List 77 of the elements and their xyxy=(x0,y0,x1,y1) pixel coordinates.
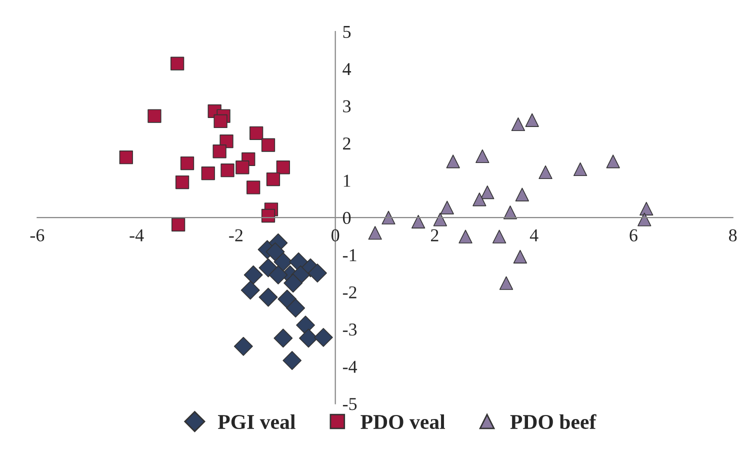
point xyxy=(276,160,290,174)
point xyxy=(236,160,250,174)
point xyxy=(638,212,652,226)
point xyxy=(368,226,382,240)
point xyxy=(492,230,506,244)
point xyxy=(314,328,333,347)
point xyxy=(480,185,494,200)
point xyxy=(573,162,588,176)
point xyxy=(258,288,278,307)
point xyxy=(170,56,184,70)
point xyxy=(266,172,280,186)
point xyxy=(640,202,654,216)
point xyxy=(274,328,293,348)
point xyxy=(278,290,297,309)
point xyxy=(234,336,253,356)
point xyxy=(440,200,454,214)
y-tick-label: 5 xyxy=(343,26,351,38)
y-tick-label: -2 xyxy=(342,286,356,298)
point xyxy=(246,180,260,194)
point xyxy=(266,242,285,262)
point xyxy=(175,175,190,190)
y-tick-label: 1 xyxy=(344,174,350,187)
point xyxy=(244,265,263,284)
point xyxy=(513,250,527,264)
y-tick-label: 0 xyxy=(342,212,351,224)
point xyxy=(261,138,276,152)
point xyxy=(382,210,396,224)
point xyxy=(296,316,315,335)
point xyxy=(308,264,327,283)
point xyxy=(476,149,490,164)
point xyxy=(250,126,264,140)
point xyxy=(499,276,514,290)
point xyxy=(282,351,302,370)
x-tick-label: -6 xyxy=(30,229,44,242)
y-tick-label: 2 xyxy=(343,138,350,150)
point xyxy=(258,258,278,278)
y-tick-label: 3 xyxy=(343,100,351,112)
point xyxy=(201,166,215,180)
point xyxy=(240,280,260,300)
point xyxy=(472,192,486,206)
point xyxy=(214,114,228,128)
legend-label: PDO beef xyxy=(510,414,596,430)
point xyxy=(446,154,460,168)
point xyxy=(274,252,293,272)
point xyxy=(606,154,620,168)
point xyxy=(411,214,426,229)
y-tick-label: -1 xyxy=(342,249,356,262)
point xyxy=(220,164,234,178)
point xyxy=(525,113,539,127)
point xyxy=(299,328,318,348)
y-tick-label: -3 xyxy=(342,324,357,336)
point xyxy=(212,144,226,158)
legend-label: PDO veal xyxy=(360,414,446,430)
x-tick-label: -4 xyxy=(130,229,144,242)
point xyxy=(433,212,447,226)
x-tick-label: 2 xyxy=(430,229,438,242)
point xyxy=(119,150,133,164)
point xyxy=(180,156,194,170)
y-tick-label: -4 xyxy=(342,360,358,373)
point xyxy=(286,298,306,318)
point xyxy=(515,188,529,202)
x-tick-label: 6 xyxy=(630,229,638,242)
point xyxy=(511,117,526,132)
point xyxy=(284,274,303,293)
y-tick-label: 4 xyxy=(342,63,352,76)
legend-label: PGI veal xyxy=(218,414,296,430)
x-tick-label: 0 xyxy=(332,229,340,242)
point xyxy=(538,165,552,180)
x-tick-label: 8 xyxy=(729,229,737,242)
point xyxy=(148,109,162,123)
point xyxy=(458,230,472,244)
point xyxy=(261,208,276,223)
x-tick-label: 4 xyxy=(530,229,538,242)
y-tick-label: -5 xyxy=(342,398,357,410)
x-tick-label: -2 xyxy=(229,229,242,242)
point xyxy=(171,218,186,232)
point xyxy=(268,265,288,284)
